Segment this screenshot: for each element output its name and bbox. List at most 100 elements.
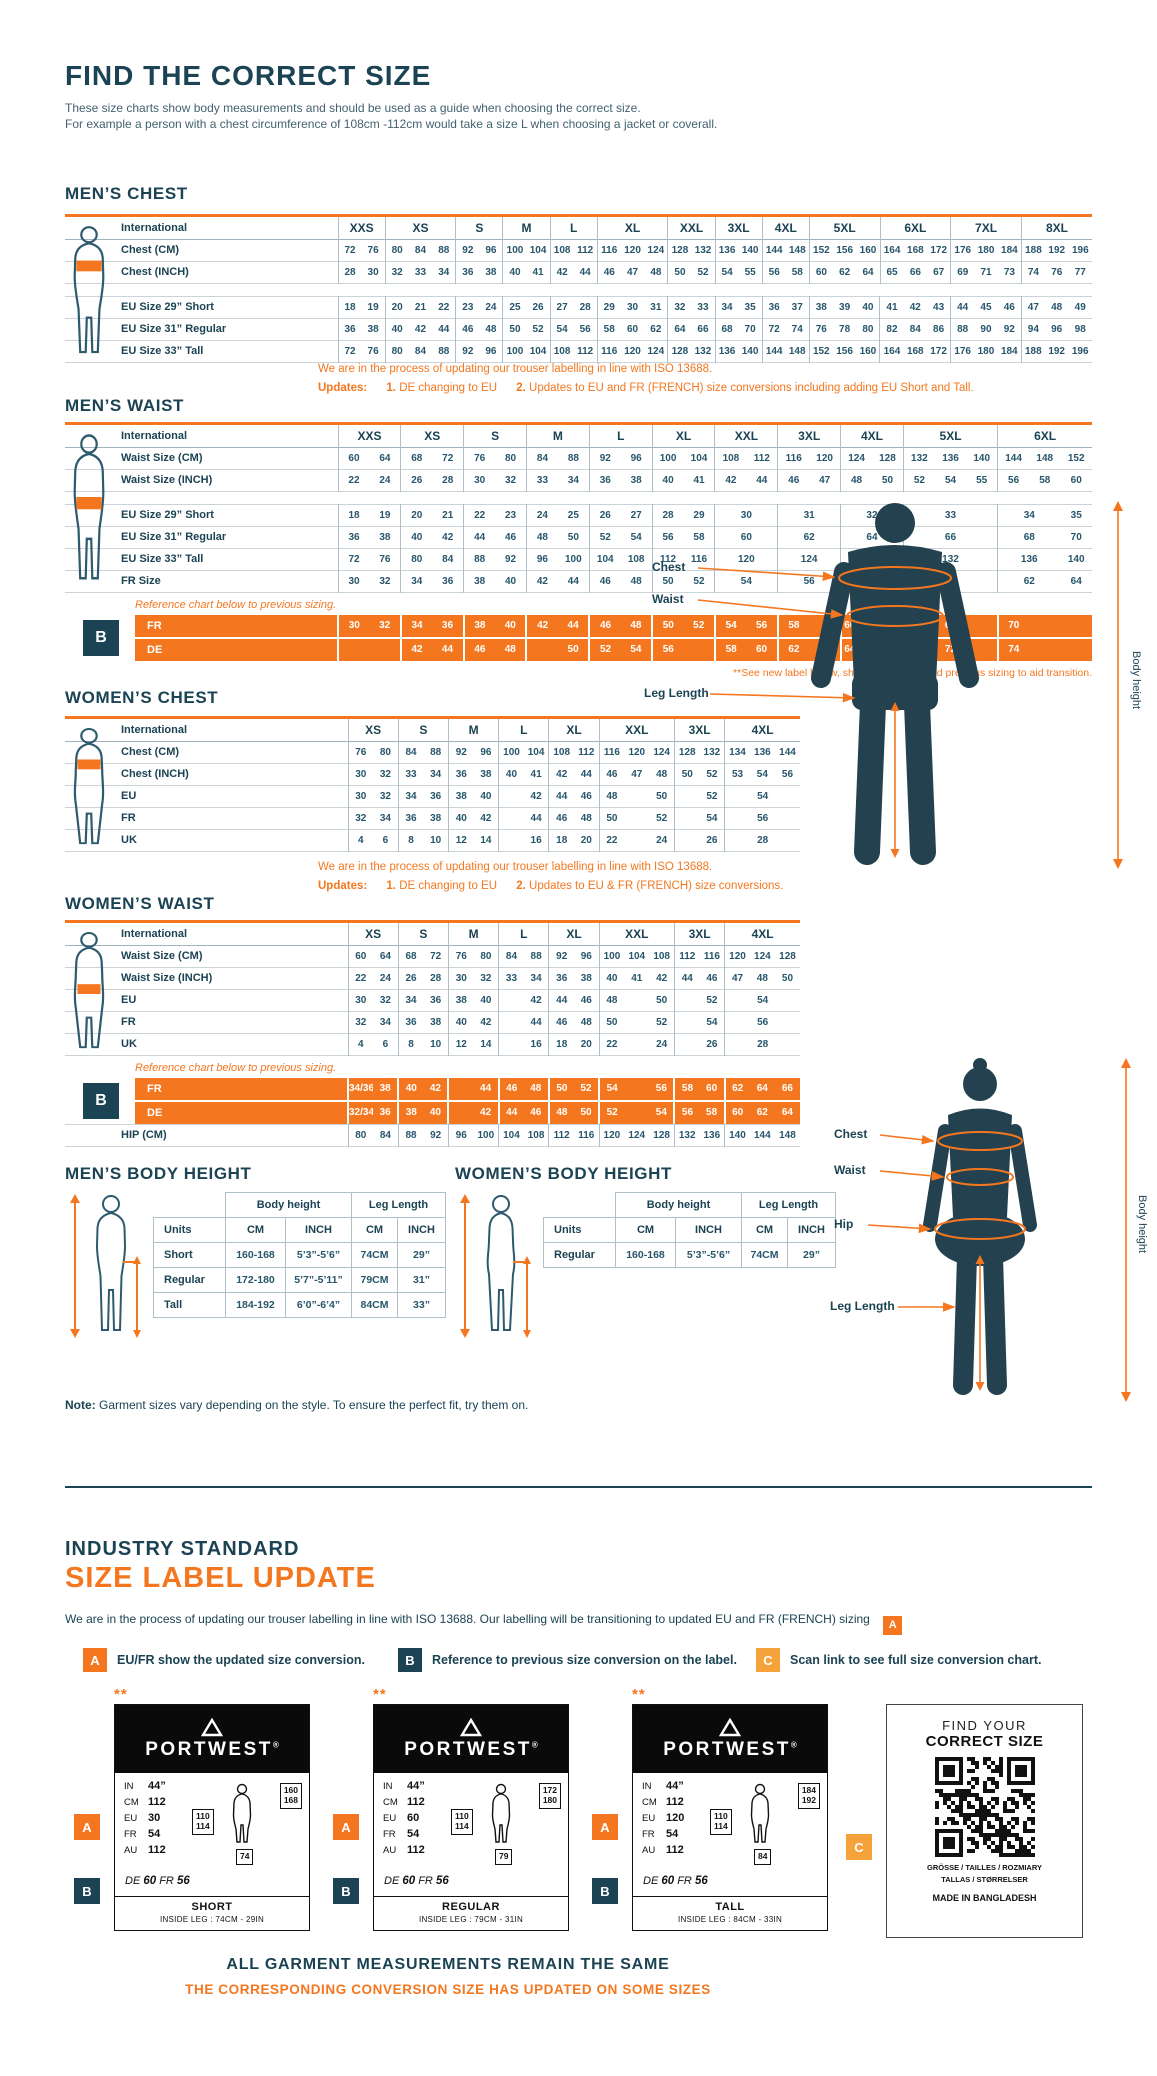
size-cell: 42 (399, 636, 433, 661)
size-cell: 49 (1074, 301, 1086, 313)
height-box: 184 192 (797, 1783, 820, 1809)
size-cell: 30 (337, 614, 370, 638)
size-cell: 24 (656, 834, 668, 846)
size-cell (673, 989, 700, 1011)
size-cell: 36 (397, 1011, 424, 1033)
units-cell: CM (615, 1217, 676, 1243)
size-group-header: XL (651, 425, 715, 447)
label-cards-row: ** PORTWEST® IN 44” CM 112 EU 30 FR 54 AU 112 110 114… (74, 1686, 828, 1931)
size-cell: 54 (714, 261, 739, 283)
size-cell: 42 (473, 1099, 499, 1124)
size-cell (447, 1077, 474, 1101)
inside-leg: INSIDE LEG : 84CM - 33IN (677, 1915, 783, 1924)
person-icon (232, 1783, 252, 1843)
size-cell: 42 (909, 301, 921, 313)
label-body: IN 44” CM 112 EU 120 FR 54 AU 112 110 114 184 192 84 (633, 1773, 827, 1875)
size-group-header: 4XL (724, 923, 801, 945)
size-cell: 44 (548, 785, 575, 807)
size-cell: 44 (438, 323, 450, 335)
size-cell: 68 (400, 447, 433, 469)
update-1-num: 1. (386, 880, 396, 892)
size-cell: 62 (749, 1099, 775, 1124)
size-cell: 44 (548, 989, 575, 1011)
size-cell: 50 (881, 474, 894, 486)
size-cell: 112 (578, 746, 595, 758)
size-cell: 104 (498, 1124, 524, 1146)
size-cell: 80 (347, 1124, 374, 1146)
size-cell: 92 (548, 945, 575, 967)
size-cell (447, 1099, 474, 1124)
size-cell: 72 (337, 340, 362, 362)
size-cell: 30 (347, 785, 374, 807)
badge-a: A (333, 1814, 359, 1840)
size-cell: 58 (596, 318, 621, 340)
size-cell: 160 (859, 244, 877, 256)
update-note-line2: Updates: 1. DE changing to EU 2. Updates… (318, 379, 974, 398)
table-row: UK 4 6 8 10 12 14 16 18 20 22 24 26 28 (65, 1033, 801, 1055)
fit-label: Tall (153, 1292, 226, 1318)
size-cell: 88 (438, 345, 450, 357)
size-cell: 42 (480, 1016, 492, 1028)
size-cell: 24 (379, 474, 391, 486)
size-cell: 96 (480, 746, 492, 758)
size-cell: 34 (714, 296, 739, 318)
bh-value: 5’3”-5’6” (675, 1242, 742, 1268)
size-cell: 148 (788, 244, 806, 256)
size-cell: 140 (973, 452, 991, 464)
size-cell: 94 (1020, 318, 1045, 340)
international-header: International (121, 221, 188, 234)
badge-a: A (592, 1814, 618, 1840)
size-cell: 16 (530, 1038, 542, 1050)
size-cell: 112 (651, 548, 684, 570)
size-translations: GRÖSSE / TAILLES / ROZMIARY TALLAS / STØ… (887, 1862, 1082, 1886)
size-cell: 42 (525, 570, 558, 592)
portwest-logo: PORTWEST® (374, 1705, 568, 1773)
size-cell: 152 (1067, 452, 1085, 464)
size-cell: 108 (548, 741, 575, 763)
row-label: FR (135, 1077, 348, 1101)
size-cell: 54 (620, 636, 653, 661)
badge-a: A (74, 1814, 100, 1840)
size-cell: 58 (791, 266, 803, 278)
size-cell: 26 (588, 504, 621, 526)
size-cell: 128 (667, 340, 692, 362)
size-cell: 80 (384, 239, 409, 261)
size-cell (1028, 614, 1061, 638)
table-header-row: International XXS XS S M L XL XXL 3XL 4XL 5XL 6XL 7X… (65, 217, 1093, 239)
size-cell: 32 (369, 614, 401, 638)
size-cell: 47 (627, 266, 639, 278)
size-cell: 37 (791, 301, 803, 313)
size-cell (624, 1099, 650, 1124)
size-cell: 54 (706, 812, 718, 824)
size-cell: 88 (950, 318, 975, 340)
size-cell: 24 (485, 301, 497, 313)
size-cell: 26 (400, 469, 433, 491)
size-cell: 128 (879, 452, 896, 464)
size-cell: 132 (694, 244, 712, 256)
size-cell: 35 (744, 301, 756, 313)
size-cell: 56 (746, 614, 778, 638)
womens-waist-title: WOMEN’S WAIST (65, 894, 215, 913)
size-cell: 50 (651, 614, 684, 638)
size-cell: 54 (724, 785, 801, 807)
size-cell: 164 (879, 239, 904, 261)
bh-value: 172-180 (225, 1267, 286, 1293)
size-cell: 40 (498, 763, 524, 785)
langs-line2: TALLAS / STØRRELSER (941, 1875, 1028, 1884)
units-cell: Units (543, 1217, 616, 1243)
male-figure: Chest Waist Leg Length Body height (640, 496, 1157, 874)
size-cell: 144 (779, 746, 796, 758)
units-cell: CM (225, 1217, 286, 1243)
size-group-header: L (588, 425, 653, 447)
size-cell: 38 (379, 531, 391, 543)
size-cell (498, 1033, 524, 1055)
size-cell: 21 (414, 301, 427, 313)
hip-label: Hip (834, 1217, 854, 1231)
size-cell: 24 (379, 972, 391, 984)
row-label: Chest (INCH) (121, 768, 189, 780)
size-cell: 46 (777, 469, 810, 491)
size-cell: 72 (761, 318, 786, 340)
size-cell: 10 (430, 1038, 442, 1050)
row-label: Chest (CM) (121, 244, 180, 256)
size-cell: 48 (525, 526, 558, 548)
